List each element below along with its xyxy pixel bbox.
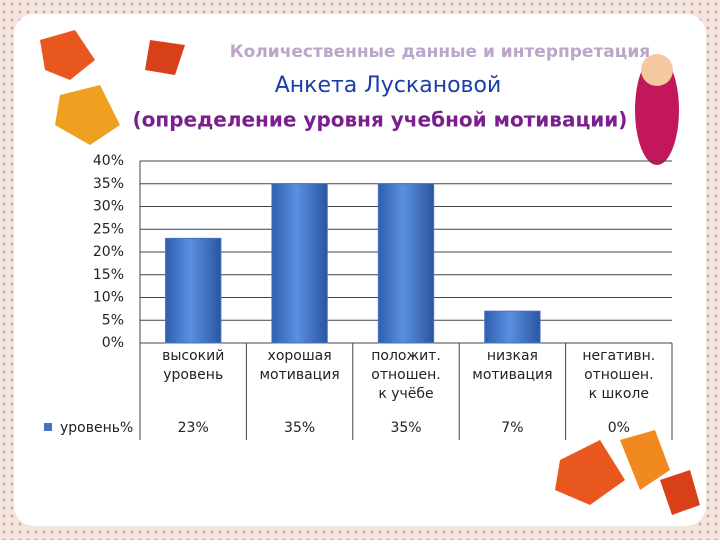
x-tick-label: хорошая <box>268 348 332 364</box>
x-tick-label: мотивация <box>259 367 339 383</box>
x-tick-label: уровень <box>163 367 223 383</box>
y-tick-label: 40% <box>93 153 124 169</box>
y-tick-label: 20% <box>93 244 124 260</box>
slide-subtitle: Анкета Лускановой <box>275 73 502 98</box>
x-tick-label: к учёбе <box>378 386 433 402</box>
bar <box>377 183 435 344</box>
bar <box>165 237 222 344</box>
y-tick-label: 25% <box>93 221 124 237</box>
slide-title: Количественные данные и интерпретация <box>230 42 650 62</box>
slide-caption: (определение уровня учебной мотивации) <box>133 108 628 132</box>
leaves <box>40 30 700 515</box>
value-label: 7% <box>501 420 523 436</box>
x-tick-label: высокий <box>162 348 224 364</box>
y-tick-label: 10% <box>93 290 124 306</box>
y-tick-label: 15% <box>93 267 124 283</box>
y-tick-label: 35% <box>93 176 124 192</box>
value-label: 0% <box>608 420 630 436</box>
legend-label: уровень% <box>60 420 133 436</box>
x-tick-label: низкая <box>487 348 538 364</box>
legend-swatch <box>44 423 52 431</box>
value-label: 35% <box>390 420 421 436</box>
value-label: 23% <box>178 420 209 436</box>
x-tick-label: положит. <box>371 348 441 364</box>
bar <box>271 183 328 344</box>
y-tick-label: 0% <box>102 335 124 351</box>
x-tick-label: отношен. <box>584 367 653 383</box>
slide-body <box>14 14 706 526</box>
x-tick-label: отношен. <box>371 367 440 383</box>
value-label: 35% <box>284 420 315 436</box>
y-tick-label: 30% <box>93 199 124 215</box>
bar <box>484 310 541 344</box>
x-tick-label: к школе <box>589 386 649 402</box>
y-tick-label: 5% <box>102 312 124 328</box>
x-tick-label: негативн. <box>582 348 655 364</box>
x-tick-label: мотивация <box>472 367 552 383</box>
